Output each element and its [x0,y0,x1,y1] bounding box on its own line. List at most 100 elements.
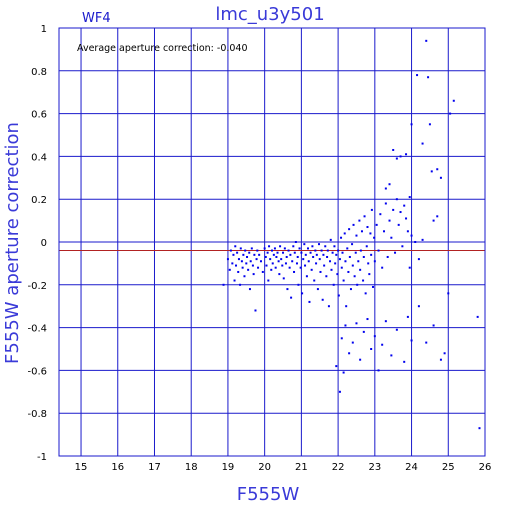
data-point [410,339,413,342]
data-point [403,360,406,363]
data-point [316,288,319,291]
data-point [360,230,363,233]
data-point [308,300,311,303]
data-point [344,260,347,263]
data-point [315,253,318,256]
data-point [305,275,308,278]
data-point [239,283,242,286]
x-tick-label: 19 [222,462,235,473]
data-point [436,215,439,218]
data-point [340,266,343,269]
data-point [321,298,324,301]
y-tick-label: 0 [41,238,47,249]
y-tick-label: -1 [37,452,47,463]
data-point [417,258,420,261]
data-point [304,253,307,256]
data-point [332,283,335,286]
data-point [377,369,380,372]
data-point [296,255,299,258]
x-tick-label: 17 [148,462,161,473]
data-point [359,249,362,252]
data-point [284,262,287,265]
data-point [370,348,373,350]
data-point [291,260,294,263]
data-point [254,309,257,312]
data-point [373,335,376,338]
data-point [335,365,338,368]
data-point [356,283,359,286]
data-point [245,262,248,265]
data-point [351,243,354,246]
data-point [267,279,270,282]
data-point [282,277,285,280]
x-tick-label: 21 [295,462,308,473]
data-point [233,279,236,282]
data-point [277,260,280,263]
data-point [347,270,350,273]
data-point [342,279,345,282]
data-point [346,247,349,250]
data-point [399,155,402,158]
data-point [248,288,251,291]
x-tick-labels: 15 16 17 18 19 20 21 22 23 24 25 26 [75,462,492,473]
data-point [306,247,309,250]
data-point [231,262,234,265]
x-tick-label: 24 [405,462,418,473]
data-point [366,318,369,321]
data-point [255,258,258,261]
data-point [416,74,419,77]
data-point [293,270,296,273]
data-point [270,268,273,271]
x-tick-label: 18 [185,462,198,473]
data-point [331,251,334,254]
data-point [342,371,345,374]
data-point [259,260,262,263]
data-point [340,337,343,340]
data-point [395,328,398,331]
data-point [258,253,261,256]
data-point [314,249,317,252]
data-point [358,219,361,222]
data-point [406,230,409,233]
data-point [373,236,376,239]
data-point [243,275,246,278]
data-point [338,258,341,261]
data-point [222,283,225,286]
data-point [299,266,302,269]
data-point [390,354,393,357]
data-point [237,270,240,273]
data-point [279,245,282,248]
data-point [236,251,239,254]
data-point [256,249,259,252]
data-point [246,255,249,258]
data-point [395,157,398,160]
data-point [326,249,329,252]
data-point [443,352,446,355]
data-point [410,234,413,237]
data-point [319,270,322,273]
average-correction-annotation: Average aperture correction: -0.040 [77,43,248,54]
data-point [408,266,411,269]
data-point [357,260,360,263]
data-point [315,262,318,265]
y-tick-label: -0.4 [27,324,47,335]
data-points [222,39,481,430]
chart-title: lmc_u3y501 [215,4,324,25]
data-point [338,390,341,393]
data-point [330,268,333,271]
data-point [297,283,300,286]
data-point [327,305,330,308]
x-tick-label: 20 [258,462,271,473]
data-point [261,270,264,273]
data-point [304,264,307,267]
data-point [449,112,452,115]
data-point [282,251,285,254]
y-tick-labels: -1 -0.8 -0.6 -0.4 -0.2 0 0.2 0.4 0.6 0.8 1 [27,24,47,463]
data-point [403,204,406,207]
data-point [447,292,450,295]
data-point [307,260,310,263]
x-tick-label: 15 [75,462,88,473]
data-point [263,247,266,250]
data-point [285,255,288,258]
y-tick-label: -0.2 [27,281,47,292]
